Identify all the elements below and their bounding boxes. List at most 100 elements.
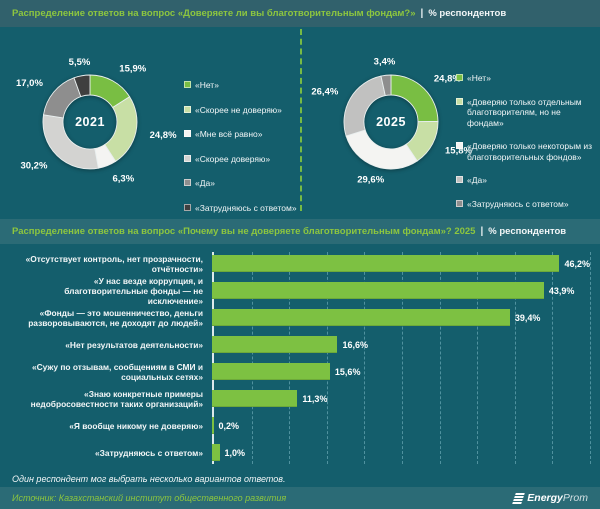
donut-segment-value: 3,4% [374,56,396,67]
legend-item: «Мне всё равно» [184,129,302,140]
legend-2021: «Нет» «Скорее не доверяю» «Мне всё равно» «… [184,80,302,213]
bar-row: «Фонды — это мошенничество, деньги разво… [12,304,590,331]
energyprom-logo: Energy Prom [512,492,588,504]
donut-segment-value: 6,3% [113,174,135,185]
bar-row: «Нет результатов деятельности» 16,6% [12,331,590,358]
legend-swatch [456,74,463,81]
donut-svg: 24,8% 15,8% 29,6% 26,4% 3,4% 2025 [311,56,472,185]
bar-row: «Отсутствует контроль, нет прозрачности,… [12,250,590,277]
donut-segment-value: 30,2% [20,161,47,172]
source-text: Источник: Казахстанский институт обществ… [12,493,287,503]
bar-category-label: «Отсутствует контроль, нет прозрачности,… [25,253,203,274]
donut-segment-value: 17,0% [16,78,43,89]
section-trust-header: Распределение ответов на вопрос «Доверяе… [0,0,600,27]
legend-item: «Затрудняюсь с ответом» [184,203,302,214]
bar-track: 15,6% [212,358,590,385]
legend-swatch [184,154,191,162]
bar-row: «Знаю конкретные примеры недобросовестно… [12,385,590,412]
source-bar: Источник: Казахстанский институт обществ… [0,487,600,509]
bar-value: 11,3% [302,393,328,404]
bar-chart-gridlines [212,252,591,464]
legend-2025: «Нет» «Доверяю только отдельным благотвор… [456,73,596,209]
bar [212,390,298,407]
bar-track: 0,2% [212,412,590,439]
legend-label: «Нет» [467,73,491,83]
legend-label: «Затрудняюсь с ответом» [195,202,297,213]
bar [212,309,510,326]
bar [212,363,330,380]
donut-segment [345,129,418,170]
donut-chart-2025: 24,8% 15,8% 29,6% 26,4% 3,4% 2025 [303,33,488,213]
bar-category-label: «Сужу по отзывам, сообщениям в СМИ и соц… [31,361,203,382]
legend-swatch [184,81,191,88]
bar-value: 43,9% [548,285,575,296]
donut-segment-value: 24,8% [150,130,177,141]
section-reasons-title: Распределение ответов на вопрос «Почему … [12,226,476,237]
legend-item: «Нет» [184,80,302,91]
gridline [364,252,366,464]
bar-value: 1,0% [224,447,246,458]
bar-category-label: «У нас везде коррупция, и благотворитель… [64,275,203,306]
logo-text-light: Prom [562,492,588,504]
legend-label: «Да» [467,175,487,185]
section-trust-unit: % респондентов [428,8,507,19]
legend-swatch [184,105,191,113]
donut-chart-2021: 15,9% 24,8% 6,3% 30,2% 17,0% 5,5% 2021 [2,33,187,213]
gridline [326,252,328,464]
bar-category-label: «Затрудняюсь с ответом» [95,447,203,458]
gridline [251,252,253,464]
bar-category-label: «Знаю конкретные примеры недобросовестно… [30,388,203,409]
legend-label: «Доверяю только отдельным благотворителя… [467,96,582,128]
legend-swatch [184,130,191,137]
donut-segment [42,77,82,119]
bar [212,336,338,353]
donut-year-label: 2025 [376,115,406,129]
bar-track: 16,6% [212,331,590,358]
bar-track: 39,4% [212,304,590,331]
title-divider: | [420,8,424,19]
dashed-separator [300,29,302,211]
donut-year-label: 2021 [75,115,105,129]
bar-chart-rows: «Отсутствует контроль, нет прозрачности,… [12,250,590,466]
bar [212,255,560,272]
legend-swatch [456,97,463,105]
donut-svg: 15,9% 24,8% 6,3% 30,2% 17,0% 5,5% 2021 [16,57,177,185]
logo-text-bold: Energy [527,492,563,504]
bar-track: 11,3% [212,385,590,412]
donut-segment-value: 15,9% [119,64,146,75]
legend-item: «Да» [456,175,596,186]
bar-row: «У нас везде коррупция, и благотворитель… [12,275,590,306]
donut-segment [73,74,91,98]
gridline [477,252,479,464]
bar-category-label: «Нет результатов деятельности» [65,339,203,350]
section-trust-title: Распределение ответов на вопрос «Доверяе… [12,8,416,19]
footnote: Один респондент мог выбрать несколько ва… [12,474,286,484]
bar-row: «Затрудняюсь с ответом» 1,0% [12,439,590,466]
legend-label: «Доверяю только некоторым из благотворит… [467,141,593,162]
reasons-bar-chart: «Отсутствует контроль, нет прозрачности,… [12,250,591,468]
donut-segment-value: 26,4% [311,86,338,97]
legend-label: «Скорее доверяю» [195,153,271,164]
trust-charts-section: 15,9% 24,8% 6,3% 30,2% 17,0% 5,5% 2021 «Нет» «С… [0,27,600,219]
bar-value: 39,4% [514,312,541,323]
bar-row: «Сужу по отзывам, сообщениям в СМИ и соц… [12,358,590,385]
gridline [289,252,291,464]
legend-item: «Скорее не доверяю» [184,105,302,116]
legend-swatch [184,203,191,211]
donut-segment-value: 5,5% [69,57,91,68]
bar [212,417,214,434]
legend-label: «Скорее не доверяю» [195,104,282,115]
bar-value: 46,2% [564,258,590,269]
legend-item: «Скорее доверяю» [184,154,302,165]
bar-track: 43,9% [212,277,590,304]
legend-label: «Да» [195,178,215,188]
donut-segment-value: 15,8% [445,145,472,156]
bar-value: 0,2% [218,420,240,431]
bar-category-label: «Я вообще никому не доверяю» [69,420,203,431]
donut-segment-value: 24,8% [434,74,461,85]
title-divider: | [480,226,484,237]
bar-row: «Я вообще никому не доверяю» 0,2% [12,412,590,439]
stacked-bars-icon [512,492,526,504]
legend-swatch [184,179,191,186]
gridline [590,252,591,464]
